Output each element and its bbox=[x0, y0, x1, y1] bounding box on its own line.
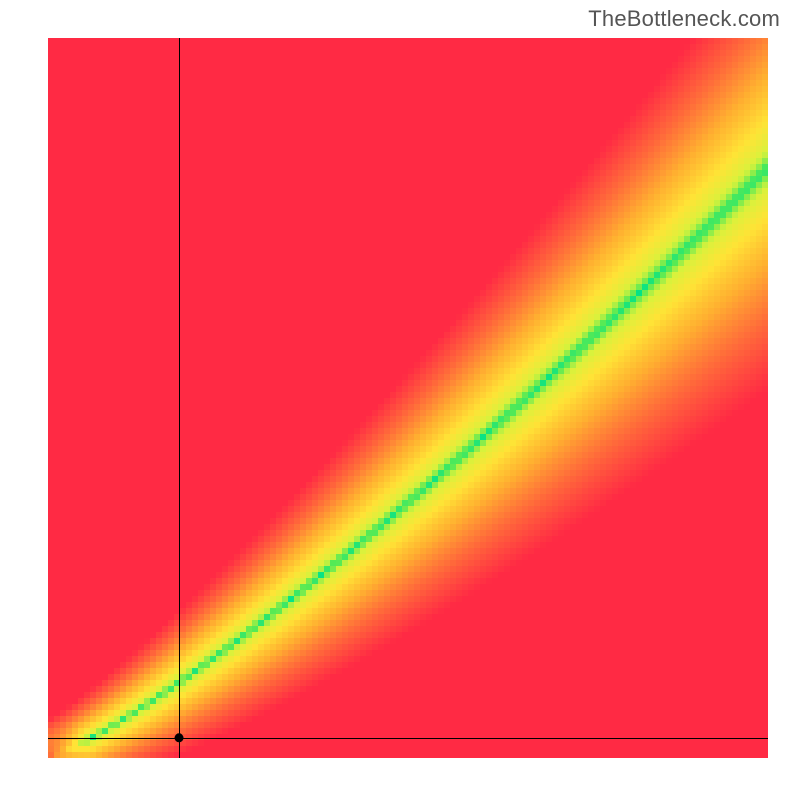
chart-container: TheBottleneck.com bbox=[0, 0, 800, 800]
watermark-label: TheBottleneck.com bbox=[588, 6, 780, 32]
bottleneck-heatmap-canvas bbox=[48, 38, 768, 758]
